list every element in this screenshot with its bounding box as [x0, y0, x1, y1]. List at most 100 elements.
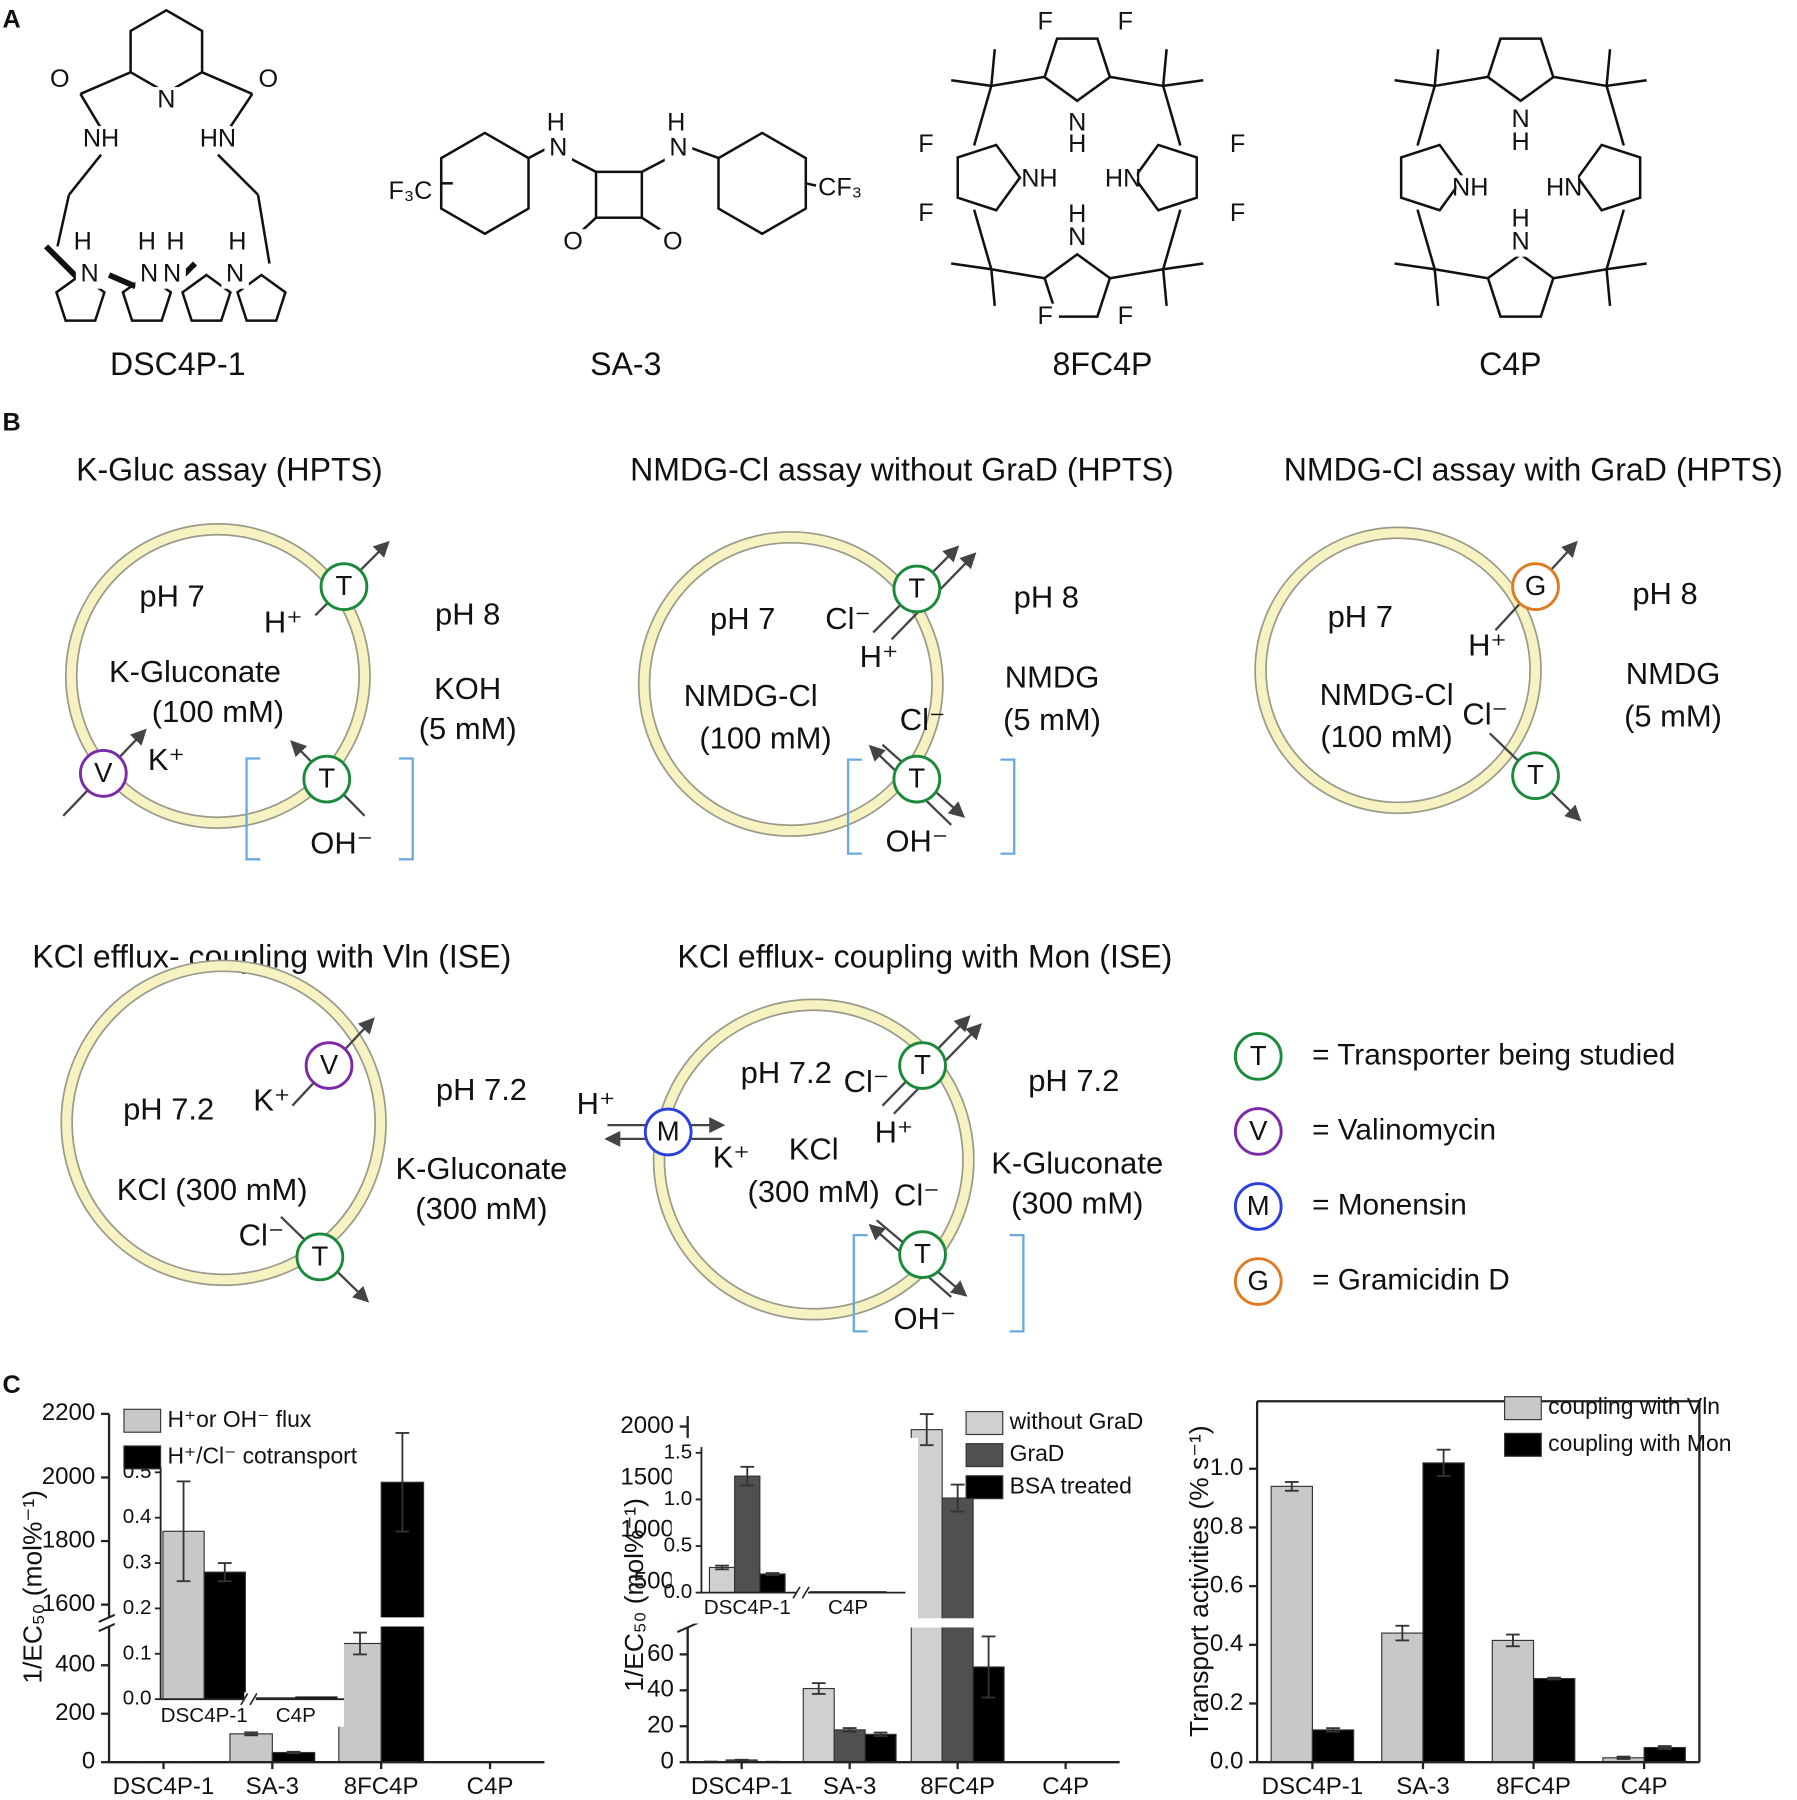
legend-symbol [1233, 1182, 1283, 1231]
legend-letter: G [1248, 1265, 1269, 1296]
x-tick-label: C4P [467, 1773, 514, 1800]
atom-label: F [1118, 302, 1133, 330]
y-tick-label: 2000 [42, 1463, 96, 1490]
atom-label: H [138, 228, 156, 256]
bond [1109, 268, 1164, 280]
legend-label: H⁺/Cl⁻ cotransport [168, 1442, 358, 1468]
axis-break-mark [676, 1621, 699, 1633]
transporter-symbol [1511, 751, 1560, 801]
atom-bg [1223, 200, 1252, 229]
x-tick-label: C4P [1621, 1773, 1668, 1800]
atom-label: O [563, 228, 583, 256]
bond [1434, 268, 1489, 280]
assay-label: H⁺ [1468, 628, 1507, 663]
legend-label: coupling with Mon [1548, 1430, 1731, 1456]
atom-bg [223, 229, 252, 257]
bond [805, 182, 817, 187]
atom-bg [133, 229, 161, 257]
transporter-symbol [295, 1232, 345, 1282]
assay-label: pH 7.2 [741, 1055, 832, 1090]
assay-label: KCl [789, 1132, 839, 1167]
bar [229, 1733, 273, 1763]
x-tick-label: C4P [1042, 1773, 1089, 1800]
atom-label: N [549, 134, 567, 162]
atom-label: N [140, 260, 158, 288]
transporter-symbol [892, 754, 942, 804]
pyrrole-ring [1486, 252, 1555, 318]
atom-bg [544, 135, 572, 163]
bar [833, 1729, 866, 1763]
pyridine-ring [129, 8, 204, 95]
assay-label: pH 7 [139, 578, 204, 613]
atom-label: N [669, 134, 687, 162]
atom-label: CF₃ [818, 174, 862, 202]
panel-label: C [3, 1371, 21, 1399]
bond [79, 71, 132, 96]
inset-bar [203, 1571, 246, 1700]
assay-label: Cl⁻ [894, 1177, 940, 1212]
symbol-letter: T [914, 1238, 931, 1269]
assay-label: K-Gluconate [395, 1151, 567, 1186]
bond [256, 194, 271, 264]
atom-bg [152, 87, 181, 115]
atom-label: HN [1105, 165, 1141, 193]
y-tick-label: 500 [634, 1567, 674, 1594]
atom-label: H [74, 228, 92, 256]
atom-label: F₃C [388, 177, 432, 205]
y-tick-label: 2200 [42, 1399, 96, 1426]
bond [991, 75, 1046, 88]
atom-bg [662, 109, 690, 138]
atom-label: N [1512, 228, 1530, 256]
bond [1606, 78, 1647, 88]
assay-label: H⁺ [577, 1086, 616, 1121]
atom-bg [75, 261, 104, 289]
symbol-letter: M [657, 1115, 680, 1146]
bracket [245, 757, 414, 861]
transporter-symbol [898, 1230, 947, 1279]
atom-label: N [1068, 223, 1086, 251]
legend-text: = Monensin [1312, 1188, 1467, 1221]
atom-bg [664, 135, 693, 163]
atom-label: H [547, 108, 565, 136]
atom-label: O [663, 228, 683, 256]
bond [1605, 49, 1612, 87]
legend-label: BSA treated [1010, 1472, 1132, 1498]
assay-label: Cl⁻ [239, 1218, 285, 1253]
y-tick-label: 1000 [620, 1516, 674, 1543]
atom-bg [221, 261, 249, 289]
y-tick-label: 0.4 [1210, 1630, 1243, 1657]
atom-label: NH [1452, 174, 1488, 202]
bar [1311, 1729, 1355, 1763]
assay-label: pH 8 [1632, 576, 1697, 611]
legend-label: H⁺or OH⁻ flux [168, 1406, 312, 1432]
y-tick-label: 0 [661, 1748, 674, 1775]
atom-bg [161, 229, 190, 257]
bond [1433, 269, 1440, 307]
atom-bg [46, 66, 74, 94]
assay-label: K⁺ [148, 742, 185, 777]
inset-x-tick-label: DSC4P-1 [704, 1596, 791, 1619]
atom-bg [912, 131, 940, 160]
y-tick-label: 200 [55, 1699, 95, 1726]
atom-bg [1223, 131, 1252, 160]
bond [67, 153, 103, 196]
assay-label: Cl⁻ [825, 601, 871, 636]
y-axis-title: 1/EC₅₀ (mol%⁻¹) [619, 1498, 649, 1692]
legend-swatch [965, 1475, 1004, 1500]
atom-label: H [166, 228, 184, 256]
atom-bg [1456, 175, 1484, 203]
bond [972, 85, 993, 146]
atom-label: N [1512, 105, 1530, 133]
assay-label: pH 7.2 [1028, 1063, 1119, 1098]
symbol-letter: T [336, 570, 353, 601]
inset-bar [759, 1573, 786, 1594]
y-tick-label: 400 [55, 1651, 95, 1678]
bar [802, 1687, 835, 1763]
atom-bg [1109, 166, 1137, 194]
axis-break-mark [240, 1693, 249, 1706]
bond [217, 153, 259, 196]
assay-title: KCl efflux- coupling with Mon (ISE) [677, 938, 1172, 974]
legend-text: = Transporter being studied [1312, 1038, 1675, 1071]
atom-bg [68, 229, 97, 257]
